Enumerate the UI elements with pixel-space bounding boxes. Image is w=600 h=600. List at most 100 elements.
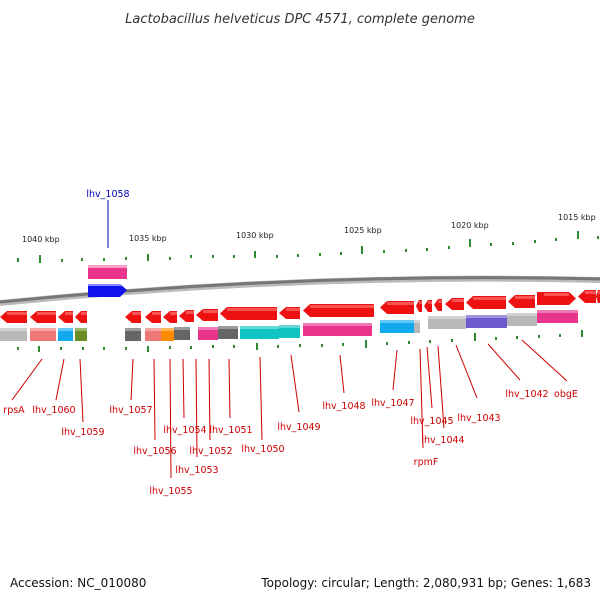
gene-label[interactable]: lhv_1057: [109, 405, 152, 416]
gene-label[interactable]: lhv_1049: [277, 422, 320, 433]
gene-label[interactable]: obgE: [554, 389, 578, 400]
gene-label[interactable]: lhv_1052: [189, 446, 232, 457]
gene-label[interactable]: lhv_1045: [410, 416, 453, 427]
cog-box[interactable]: [174, 327, 190, 340]
cog-box[interactable]: [240, 326, 279, 339]
gene-label[interactable]: lhv_1054: [163, 425, 206, 436]
gene-arrow-lhv-1058[interactable]: [88, 284, 127, 297]
gene-arrow-shading: [7, 312, 27, 315]
cog-box[interactable]: [380, 320, 414, 333]
gene-arrow-shading: [310, 305, 374, 308]
gene-label-lhv-1058[interactable]: lhv_1058: [86, 189, 129, 200]
leader-line: [426, 346, 433, 409]
leader-line: [339, 354, 345, 394]
gene-arrow-shading: [419, 301, 422, 304]
gene-arrows-row: [0, 290, 600, 323]
cog-box-shading: [466, 315, 507, 318]
leader-line: [290, 354, 300, 413]
gene-label[interactable]: lhv_1059: [61, 427, 104, 438]
cog-box-shading: [380, 320, 414, 323]
leader-line: [130, 358, 134, 401]
gene-arrow-shading: [585, 291, 596, 294]
cog-box[interactable]: [414, 320, 420, 333]
cog-box[interactable]: [145, 328, 161, 341]
kbp-label: 1030 kbp: [236, 231, 274, 240]
leader-line: [419, 348, 424, 449]
cog-box-shading: [145, 328, 161, 331]
kbp-label: 1025 kbp: [344, 226, 382, 235]
cog-box-shading: [279, 325, 300, 328]
cog-box-shading: [161, 328, 174, 331]
cog-box-shading: [428, 316, 466, 319]
cog-box-lhv-1058[interactable]: [88, 265, 127, 279]
leader-line: [455, 344, 478, 399]
gene-arrow-shading: [65, 312, 73, 315]
kbp-label: 1020 kbp: [451, 221, 489, 230]
cog-box[interactable]: [30, 328, 56, 341]
gene-arrow-shading: [452, 299, 464, 302]
gene-label[interactable]: lhv_1043: [457, 413, 500, 424]
kbp-label: 1015 kbp: [558, 213, 596, 222]
genome-backbone: [0, 275, 600, 306]
gene-labels: rpsA lhv_1060 lhv_1059 lhv_1057 lhv_1056 lhv_…: [3, 339, 578, 497]
gene-arrow-shading: [286, 308, 300, 311]
cog-box[interactable]: [75, 328, 87, 341]
gene-label[interactable]: rpmF: [414, 457, 439, 468]
cog-box[interactable]: [428, 316, 466, 329]
leader-line: [259, 356, 263, 441]
cog-box-shading: [507, 313, 537, 316]
kbp-label: 1035 kbp: [129, 234, 167, 243]
cog-box-shading: [240, 326, 279, 329]
cog-box-shading: [58, 328, 73, 331]
leader-line: [487, 343, 521, 381]
gene-label[interactable]: lhv_1050: [241, 444, 284, 455]
gene-label[interactable]: lhv_1053: [175, 465, 218, 476]
cog-box[interactable]: [125, 328, 141, 341]
leader-line: [182, 358, 185, 419]
highlighted-gene-lhv-1058[interactable]: lhv_1058: [86, 189, 130, 297]
cog-box[interactable]: [198, 327, 218, 340]
leader-line: [55, 358, 65, 401]
gene-arrow-shading: [203, 310, 218, 313]
gene-arrow-shading: [152, 312, 161, 315]
leader-line: [11, 358, 43, 401]
cog-box-shading: [218, 326, 238, 329]
position-ticks: [17, 231, 599, 352]
cog-box-shading: [75, 328, 87, 331]
cog-box-shading: [303, 323, 372, 326]
cog-box-shading: [198, 327, 218, 330]
cog-box[interactable]: [507, 313, 537, 326]
gene-arrow-shading: [170, 312, 177, 315]
leader-line: [521, 339, 568, 382]
cog-box-shading: [174, 327, 190, 330]
cog-box[interactable]: [58, 328, 73, 341]
gene-arrow-shading: [186, 311, 194, 314]
cog-box[interactable]: [466, 315, 507, 328]
gene-label[interactable]: lhv_1048: [322, 401, 365, 412]
cog-box[interactable]: [218, 326, 238, 339]
genome-title: Lactobacillus helveticus DPC 4571, compl…: [125, 12, 475, 27]
gene-label[interactable]: lhv_1060: [32, 405, 75, 416]
gene-label[interactable]: lhv_1042: [505, 389, 548, 400]
cog-box[interactable]: [303, 323, 372, 336]
cog-box-shading: [537, 310, 578, 313]
gene-arrow-shading: [37, 312, 56, 315]
gene-label[interactable]: lhv_1051: [209, 425, 252, 436]
gene-arrow-shading: [515, 296, 535, 299]
cog-box[interactable]: [537, 310, 578, 323]
kbp-scale: 1040 kbp 1035 kbp 1030 kbp 1025 kbp 1020…: [22, 213, 596, 244]
leader-line: [153, 358, 156, 441]
gene-label[interactable]: lhv_1056: [133, 446, 176, 457]
cog-box-shading: [414, 320, 420, 323]
cog-box[interactable]: [279, 325, 300, 338]
topology-text: Topology: circular; Length: 2,080,931 bp…: [260, 576, 591, 590]
cog-box[interactable]: [0, 328, 27, 341]
gene-label[interactable]: rpsA: [3, 405, 25, 416]
leader-line: [79, 358, 84, 423]
gene-label[interactable]: lhv_1047: [371, 398, 414, 409]
gene-label[interactable]: lhv_1055: [149, 486, 192, 497]
kbp-label: 1040 kbp: [22, 235, 60, 244]
cog-box[interactable]: [161, 328, 174, 341]
gene-label[interactable]: lhv_1044: [421, 435, 464, 446]
